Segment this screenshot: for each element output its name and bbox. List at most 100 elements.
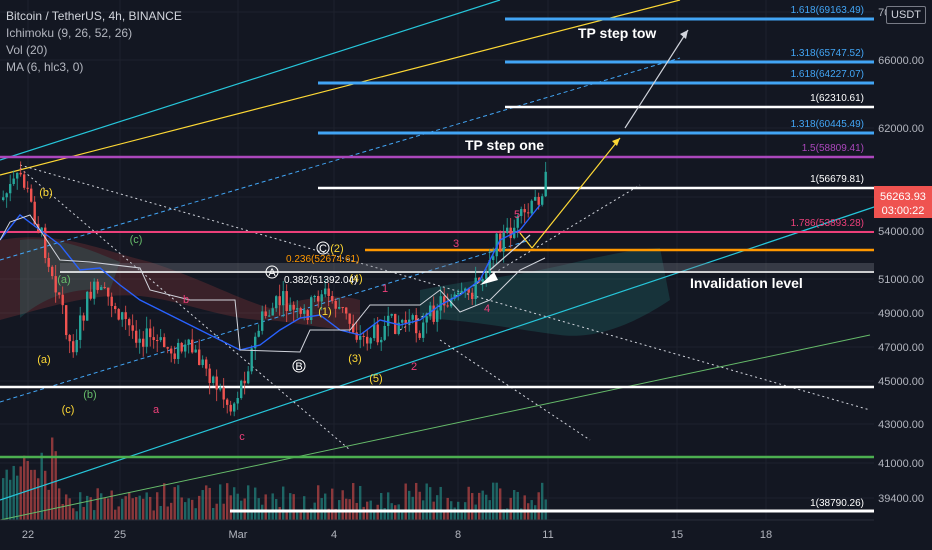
volume-bar: [460, 509, 463, 520]
candles: [2, 161, 547, 417]
candle-body: [9, 184, 12, 194]
volume-bar: [170, 502, 173, 520]
candle-body: [152, 337, 155, 341]
candle-body: [366, 336, 369, 344]
volume-bar: [9, 479, 12, 520]
currency-button[interactable]: USDT: [886, 6, 926, 24]
chart-legend: Bitcoin / TetherUS, 4h, BINANCE Ichimoku…: [6, 8, 182, 76]
candle-body: [453, 294, 456, 299]
candle-body: [415, 315, 418, 334]
candle-body: [103, 287, 106, 289]
volume-bar: [187, 498, 190, 520]
price-tick: 66000.00: [878, 55, 924, 67]
candle-body: [86, 291, 89, 321]
candle-body: [110, 296, 113, 307]
candle-body: [387, 315, 390, 326]
candle-body: [429, 305, 432, 317]
wave-label: (1): [318, 306, 331, 318]
volume-bar: [166, 506, 169, 520]
candle-body: [509, 227, 512, 239]
candle-body: [117, 309, 120, 320]
candle-body: [247, 371, 250, 384]
volume-bar: [320, 498, 323, 520]
candle-body: [411, 315, 414, 320]
volume-bar: [394, 505, 397, 520]
volume-bar: [401, 511, 404, 520]
volume-bar: [208, 487, 211, 520]
ma-indicator-label[interactable]: MA (6, hlc3, 0): [6, 60, 84, 74]
candle-body: [5, 193, 8, 198]
wave-label: b: [183, 294, 189, 306]
candle-body: [380, 339, 383, 343]
volume-bar: [247, 485, 250, 520]
candle-body: [310, 297, 313, 320]
candle-body: [285, 291, 288, 312]
wave-label: (b): [39, 187, 52, 199]
time-tick: 22: [22, 529, 34, 541]
volume-bar: [278, 506, 281, 520]
ichimoku-indicator-label[interactable]: Ichimoku (9, 26, 52, 26): [6, 26, 133, 40]
projection-arrows: [480, 29, 689, 285]
candle-body: [40, 227, 43, 232]
candle-body: [313, 295, 316, 298]
candle-body: [345, 307, 348, 314]
candle-body: [303, 310, 306, 314]
time-tick: 4: [331, 529, 337, 541]
volume-bar: [446, 497, 449, 520]
volume-bar: [415, 482, 418, 520]
volume-bar: [516, 491, 519, 520]
candle-body: [383, 325, 386, 340]
volume-bar: [96, 488, 99, 520]
volume-bar: [149, 496, 152, 520]
symbol-title[interactable]: Bitcoin / TetherUS, 4h, BINANCE: [6, 9, 182, 23]
volume-bar: [226, 483, 229, 520]
volume-bar: [79, 492, 82, 520]
candle-body: [481, 278, 484, 282]
volume-bar: [65, 494, 68, 520]
volume-bar: [506, 508, 509, 520]
volume-bar: [299, 510, 302, 520]
volume-bar: [425, 483, 428, 520]
volume-bar: [156, 492, 159, 520]
time-axis[interactable]: 22 25 Mar 4 8 11 15 18: [0, 519, 932, 550]
time-tick: 18: [760, 529, 772, 541]
wave-label: 5: [514, 209, 520, 221]
candle-body: [233, 403, 236, 412]
volume-bar: [89, 497, 92, 520]
volume-bar: [492, 482, 495, 520]
volume-indicator-label[interactable]: Vol (20): [6, 43, 48, 57]
volume-bar: [205, 485, 208, 520]
wave-label: 4: [484, 303, 490, 315]
candle-body: [107, 287, 110, 297]
volume-bar: [23, 455, 26, 520]
candle-body: [362, 335, 365, 337]
volume-bar: [194, 508, 197, 520]
fib-0236-label: 0.236(52674.61): [286, 254, 359, 265]
volume-bar: [478, 492, 481, 520]
candle-body: [89, 291, 92, 299]
candle-body: [527, 212, 530, 214]
candle-body: [495, 233, 498, 257]
candle-body: [135, 330, 138, 343]
volume-bar: [439, 486, 442, 520]
candle-body: [541, 196, 544, 205]
invalidation-level-label: Invalidation level: [690, 275, 803, 291]
volume-bar: [51, 437, 54, 520]
candle-body: [208, 368, 211, 383]
volume-bar: [373, 511, 376, 520]
wave-label-circle: [316, 241, 330, 255]
tp-step-two-label: TP step tow: [578, 25, 656, 41]
candle-body: [320, 294, 323, 302]
candle-body: [131, 325, 134, 331]
price-tick: 45000.00: [878, 376, 924, 388]
volume-bar: [362, 506, 365, 520]
fib-level-label: 1.618(69163.49): [791, 5, 864, 16]
volume-bar: [159, 505, 162, 520]
candle-body: [26, 187, 29, 189]
price-axis[interactable]: 70000.0066000.0062000.0058000.0054000.00…: [874, 0, 932, 550]
candle-body: [72, 341, 75, 353]
volume-bar: [37, 478, 40, 520]
volume-bar: [310, 508, 313, 520]
volume-bar: [138, 495, 141, 520]
